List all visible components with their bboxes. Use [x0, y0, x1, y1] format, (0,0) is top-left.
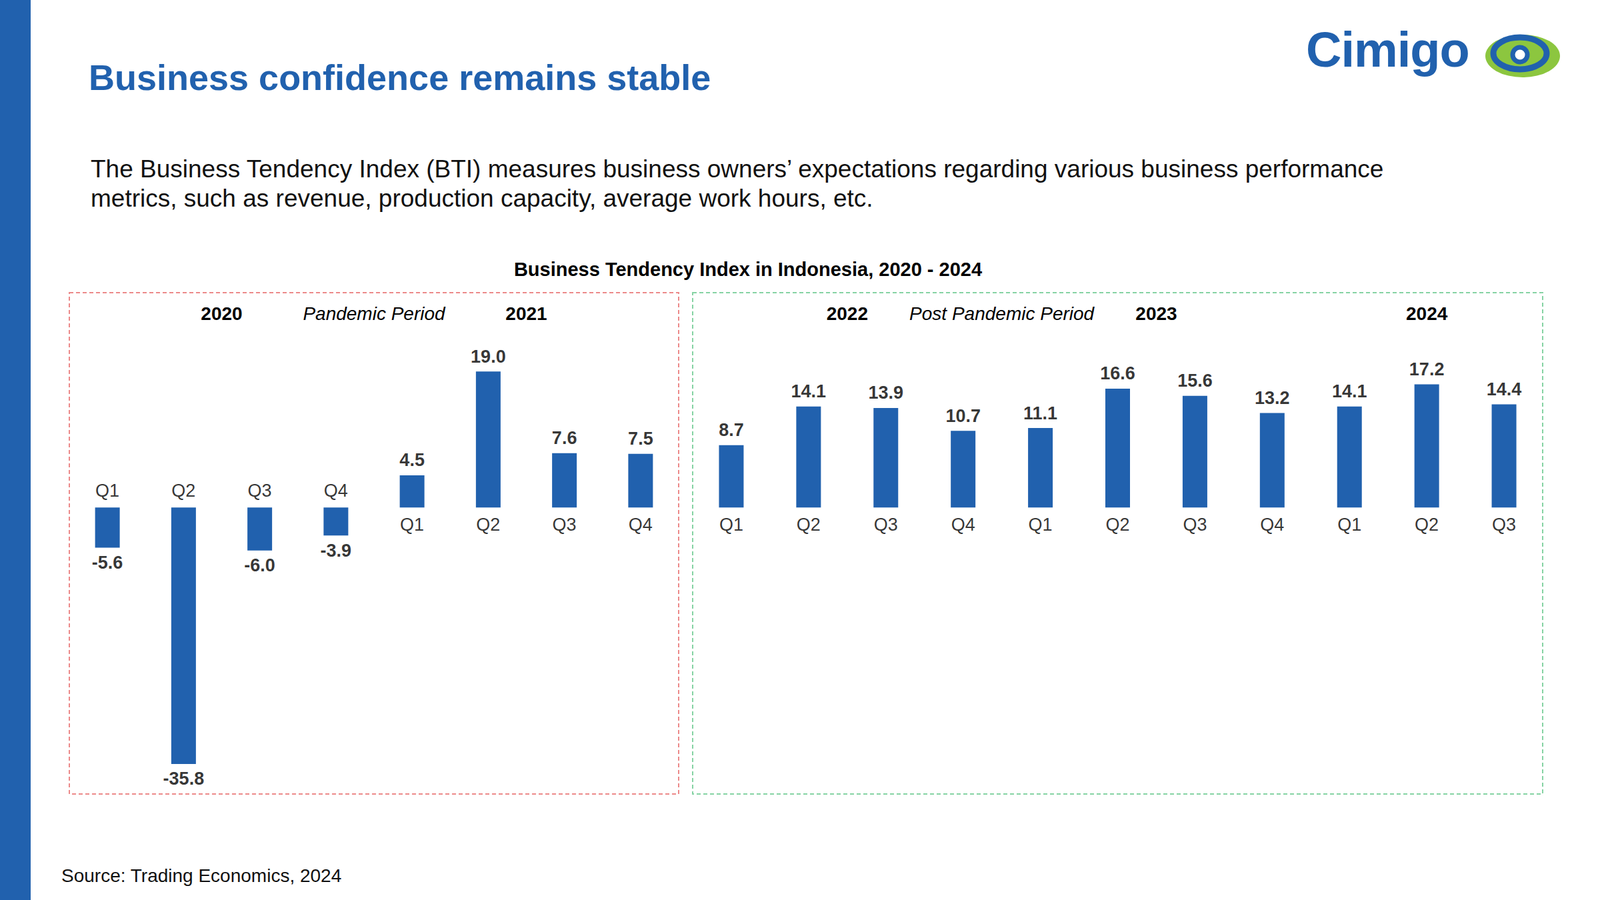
svg-text:2020: 2020: [200, 303, 242, 324]
svg-text:-35.8: -35.8: [163, 768, 205, 789]
svg-text:15.6: 15.6: [1177, 370, 1213, 391]
svg-text:2022: 2022: [826, 303, 868, 324]
svg-text:Business Tendency Index in Ind: Business Tendency Index in Indonesia, 20…: [514, 258, 982, 280]
svg-text:14.1: 14.1: [1332, 381, 1368, 402]
svg-text:Q3: Q3: [248, 480, 272, 501]
html-text:Source: Trading Economics, 202: Source: Trading Economics, 2024: [61, 865, 342, 886]
svg-text:19.0: 19.0: [470, 346, 506, 367]
svg-text:14.1: 14.1: [791, 381, 827, 402]
svg-text:Q4: Q4: [628, 514, 653, 535]
svg-text:Q1: Q1: [400, 514, 424, 535]
svg-text:2024: 2024: [1406, 303, 1448, 324]
html-text:The Business Tendency Index (B: The Business Tendency Index (BTI) measur…: [90, 155, 1384, 212]
svg-text:Q1: Q1: [719, 514, 744, 535]
svg-text:2023: 2023: [1135, 303, 1177, 324]
svg-text:Q3: Q3: [1492, 514, 1516, 535]
svg-text:Q2: Q2: [1105, 514, 1130, 535]
svg-text:14.4: 14.4: [1486, 379, 1522, 400]
svg-text:Q1: Q1: [1028, 514, 1053, 535]
svg-text:Q3: Q3: [552, 514, 577, 535]
svg-text:7.6: 7.6: [552, 428, 578, 448]
svg-text:13.9: 13.9: [868, 382, 904, 403]
svg-text:Post Pandemic Period: Post Pandemic Period: [909, 303, 1095, 324]
svg-text:-5.6: -5.6: [92, 552, 124, 573]
svg-text:Q4: Q4: [324, 480, 348, 501]
svg-text:10.7: 10.7: [945, 406, 981, 426]
svg-text:4.5: 4.5: [399, 450, 425, 470]
svg-text:Q1: Q1: [1337, 514, 1362, 535]
svg-text:2021: 2021: [505, 303, 547, 324]
svg-text:Q2: Q2: [796, 514, 821, 535]
svg-text:Q1: Q1: [95, 480, 120, 501]
svg-text:7.5: 7.5: [628, 428, 654, 449]
svg-text:13.2: 13.2: [1254, 388, 1290, 408]
svg-text:Q2: Q2: [476, 514, 500, 535]
svg-text:Q3: Q3: [1182, 514, 1207, 535]
svg-text:8.7: 8.7: [718, 420, 744, 440]
svg-text:-6.0: -6.0: [244, 555, 276, 576]
svg-text:16.6: 16.6: [1100, 363, 1136, 384]
svg-text:Q2: Q2: [171, 480, 196, 501]
svg-text:Q3: Q3: [874, 514, 898, 535]
svg-text:Pandemic Period: Pandemic Period: [302, 303, 446, 324]
svg-text:Q4: Q4: [1260, 514, 1284, 535]
html-text:Business confidence remains st: Business confidence remains stable: [88, 57, 711, 98]
svg-text:-3.9: -3.9: [320, 540, 352, 561]
svg-text:Q2: Q2: [1414, 514, 1439, 535]
svg-text:Q4: Q4: [951, 514, 976, 535]
html-text:Cimigo: Cimigo: [1306, 22, 1470, 78]
svg-text:11.1: 11.1: [1023, 403, 1058, 424]
svg-text:17.2: 17.2: [1409, 359, 1445, 380]
